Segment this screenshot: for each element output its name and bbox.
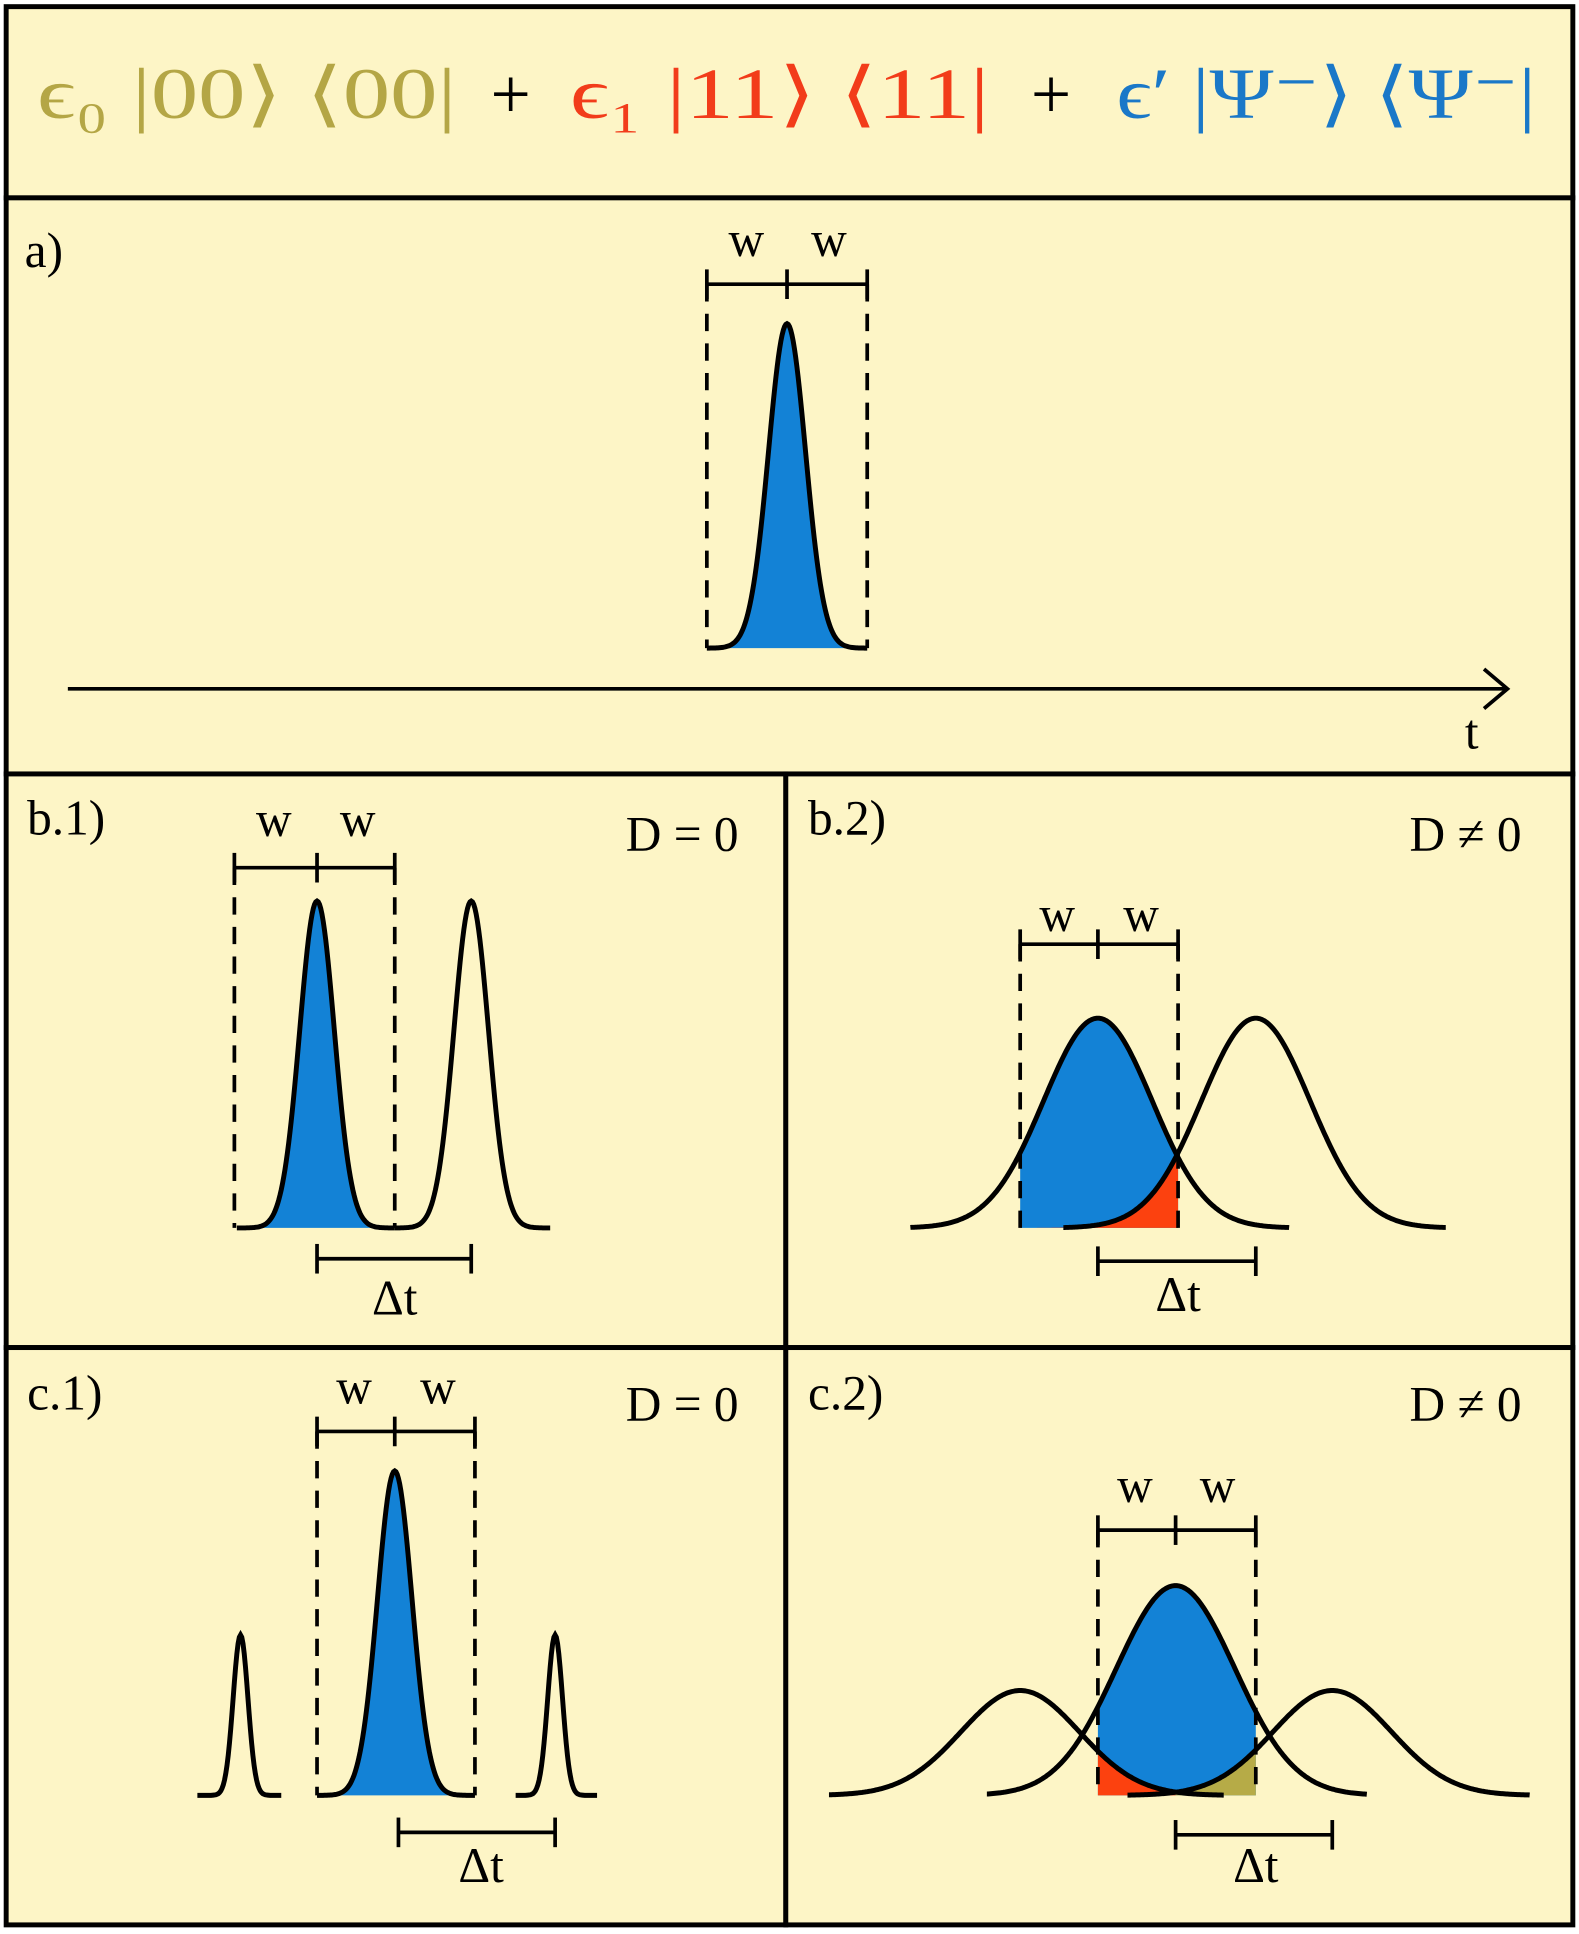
condition: D ≠ 0 xyxy=(1409,807,1521,862)
width-label: w xyxy=(729,212,765,267)
condition: D = 0 xyxy=(626,807,739,862)
pulse xyxy=(910,1015,1290,1230)
pulse xyxy=(236,897,395,1231)
window-area xyxy=(317,1470,475,1796)
pulse xyxy=(1127,1688,1530,1798)
pulse xyxy=(394,897,551,1231)
width-label: w xyxy=(256,792,292,847)
width-label: w xyxy=(1117,1458,1153,1513)
condition: D = 0 xyxy=(626,1377,739,1432)
panel-b2-box xyxy=(783,771,1576,1351)
pulse xyxy=(828,1688,1224,1798)
delay-label: Δt xyxy=(1233,1838,1279,1893)
shapes xyxy=(67,269,1530,1850)
condition: D ≠ 0 xyxy=(1409,1377,1521,1432)
width-label: w xyxy=(811,212,847,267)
overlap-area xyxy=(1175,1749,1256,1796)
panel-label: a) xyxy=(25,223,63,278)
window-area xyxy=(236,901,395,1228)
overlap-area xyxy=(1097,1751,1176,1796)
pulse xyxy=(1063,1015,1446,1231)
pulse xyxy=(317,1467,475,1798)
axis-arrow xyxy=(1482,667,1511,710)
window-area xyxy=(1097,1585,1256,1796)
panel-label: c.2) xyxy=(808,1365,883,1420)
width-label: w xyxy=(420,1359,456,1414)
delay-label: Δt xyxy=(372,1270,418,1325)
width-label: w xyxy=(340,792,376,847)
delay-label: Δt xyxy=(458,1838,504,1893)
width-label: w xyxy=(336,1359,372,1414)
pulse xyxy=(986,1583,1368,1797)
pulse xyxy=(515,1629,598,1798)
pulse xyxy=(197,1629,282,1798)
delay-label: Δt xyxy=(1155,1267,1201,1322)
width-label: w xyxy=(1200,1458,1236,1513)
panel-label: b.2) xyxy=(808,791,886,846)
window-area xyxy=(706,323,868,649)
panel-label: b.1) xyxy=(27,791,105,846)
equation-term: ϵ₁ |11⟩ ⟨11| xyxy=(570,55,989,134)
axis-label: t xyxy=(1465,704,1479,759)
equation-operator: + xyxy=(491,55,531,134)
width-label: w xyxy=(1123,887,1159,942)
equation-term: ϵ′ |Ψ⁻⟩ ⟨Ψ⁻| xyxy=(1116,55,1535,134)
equation-term: ϵ₀ |00⟩ ⟨00| xyxy=(37,55,456,134)
header-box xyxy=(3,4,1576,201)
panel-label: c.1) xyxy=(27,1365,102,1420)
width-label: w xyxy=(1039,887,1075,942)
pulse xyxy=(706,320,868,651)
equation-operator: + xyxy=(1031,55,1071,134)
